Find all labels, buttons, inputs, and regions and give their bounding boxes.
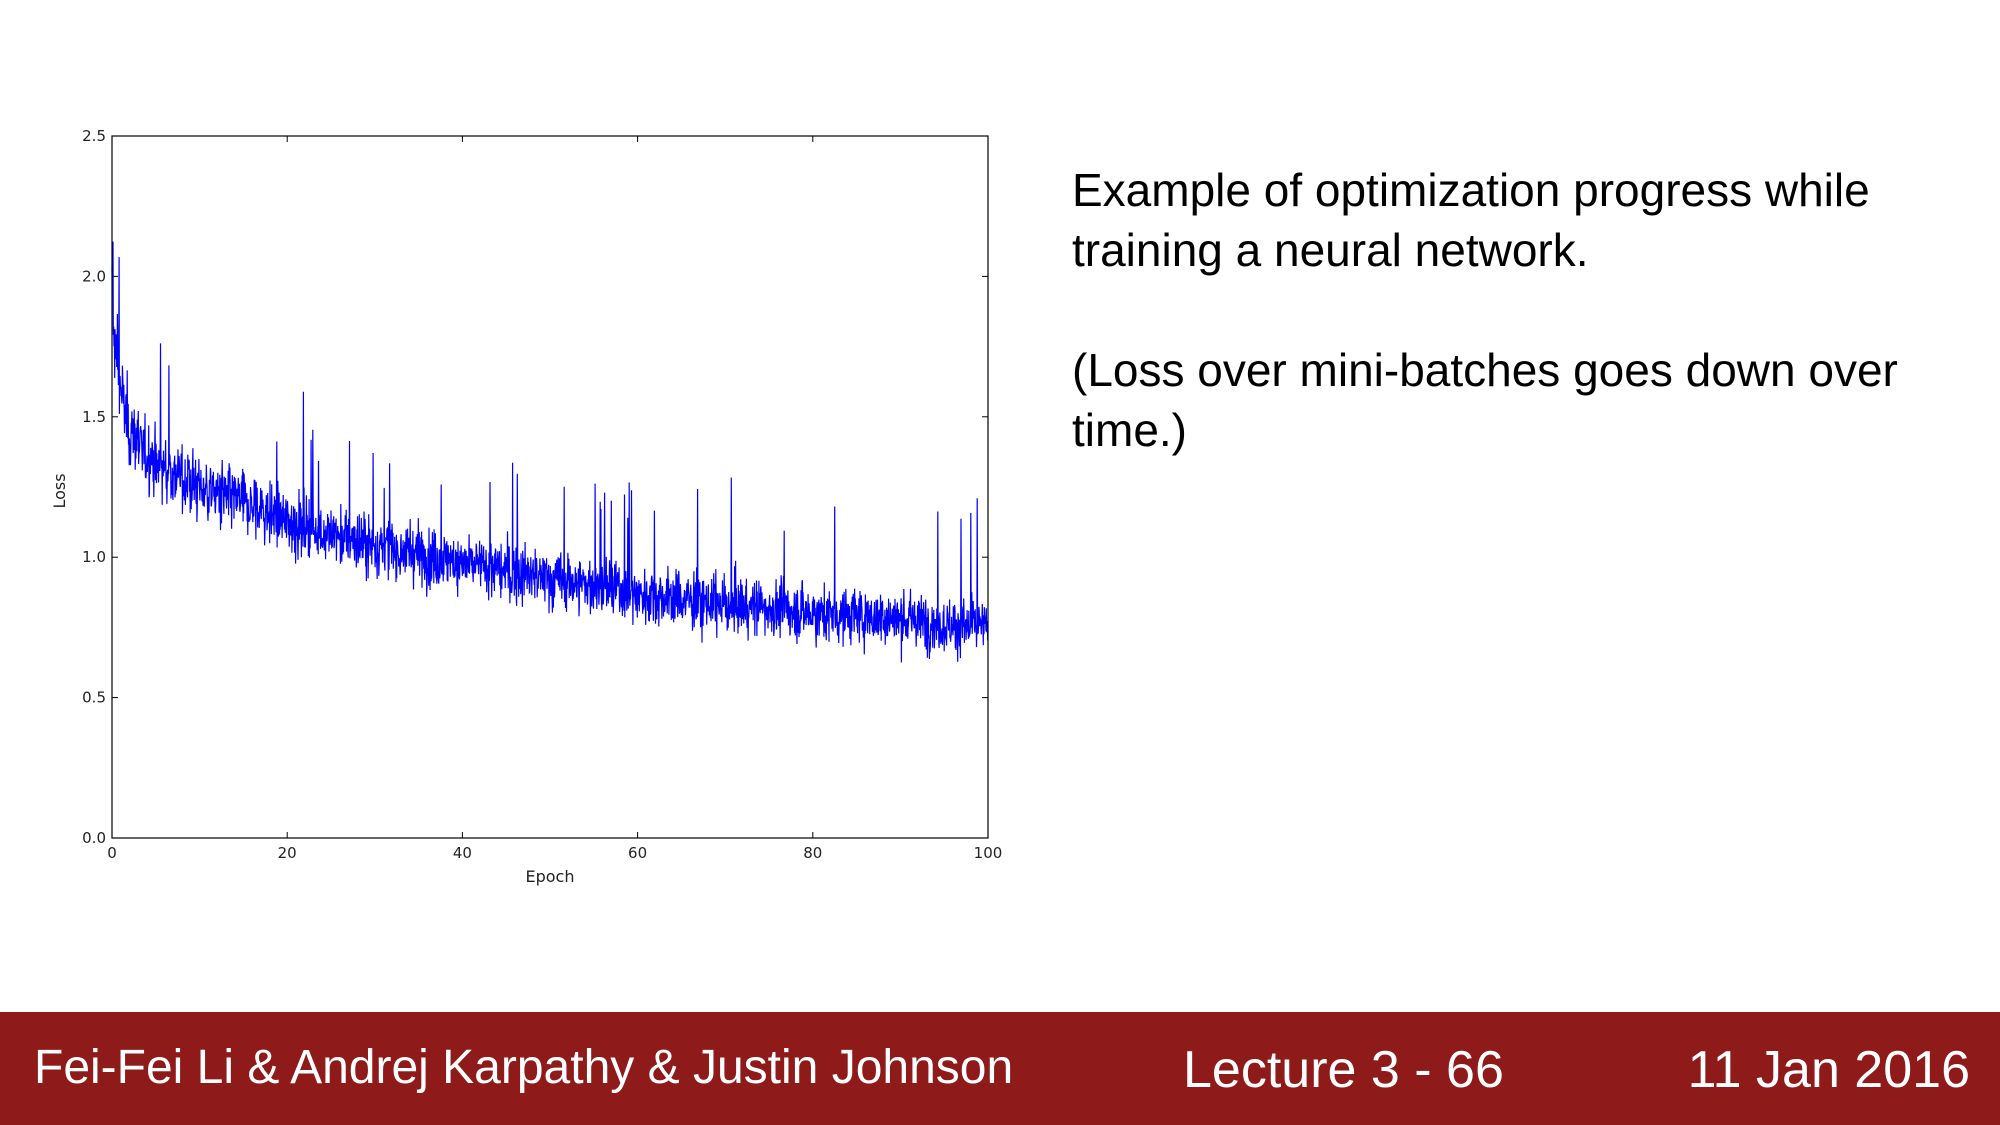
y-tick-label: 2.0: [82, 267, 106, 285]
footer-lecture-number: Lecture 3 - 66: [1183, 1041, 1504, 1099]
y-tick-label: 0.0: [82, 829, 106, 847]
loss-chart: 0 20 40 60 80 100 0.0 0.5 1.0 1.5 2.0 2.5 Epoch Los…: [50, 127, 1002, 886]
description-paragraph-2: (Loss over mini-batches goes down over t…: [1072, 344, 1898, 456]
x-tick-label: 60: [628, 844, 647, 862]
x-axis-title: Epoch: [526, 867, 575, 886]
y-tick-label: 2.5: [82, 127, 106, 145]
description-paragraph-1: Example of optimization progress while t…: [1072, 164, 1870, 276]
x-tick-label: 100: [974, 844, 1003, 862]
footer-date: 11 Jan 2016: [1687, 1041, 1970, 1099]
x-tick-label: 0: [107, 844, 117, 862]
x-tick-label: 40: [453, 844, 472, 862]
description-text: Example of optimization progress while t…: [1072, 160, 1972, 520]
plot-area: 0 20 40 60 80 100 0.0 0.5 1.0 1.5 2.0 2.5: [82, 127, 1002, 862]
y-tick-label: 1.0: [82, 548, 106, 566]
y-axis-title: Loss: [50, 473, 69, 508]
y-tick-label: 0.5: [82, 689, 106, 707]
loss-series-line: [111, 241, 989, 663]
footer-authors: Fei-Fei Li & Andrej Karpathy & Justin Jo…: [34, 1041, 1014, 1094]
x-tick-label: 20: [278, 844, 297, 862]
x-tick-label: 80: [803, 844, 822, 862]
footer-bar: Fei-Fei Li & Andrej Karpathy & Justin Jo…: [0, 1012, 2000, 1125]
y-tick-label: 1.5: [82, 408, 106, 426]
plot-frame: [111, 135, 989, 839]
